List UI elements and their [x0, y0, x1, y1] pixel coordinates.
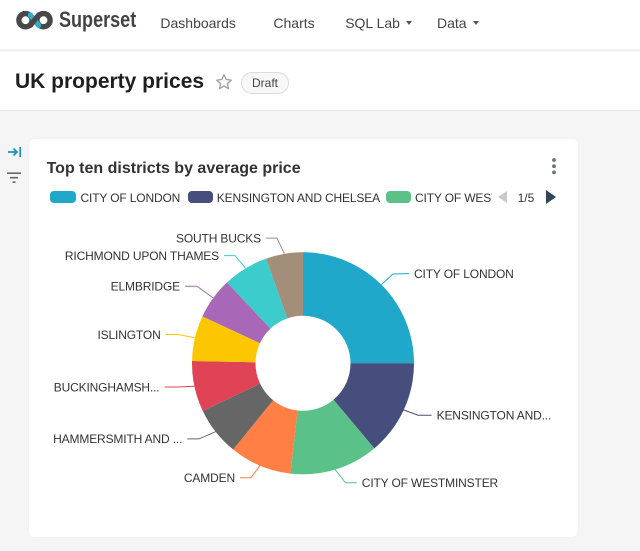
- svg-text:KENSINGTON AND...: KENSINGTON AND...: [437, 409, 552, 423]
- svg-text:CITY OF WESTMINSTER: CITY OF WESTMINSTER: [362, 476, 499, 490]
- svg-text:CITY OF LONDON: CITY OF LONDON: [414, 267, 514, 281]
- svg-text:RICHMOND UPON THAMES: RICHMOND UPON THAMES: [65, 249, 219, 263]
- svg-text:ELMBRIDGE: ELMBRIDGE: [111, 280, 180, 294]
- svg-text:HAMMERSMITH AND ...: HAMMERSMITH AND ...: [53, 432, 182, 446]
- svg-text:ISLINGTON: ISLINGTON: [97, 328, 160, 342]
- svg-text:CAMDEN: CAMDEN: [184, 471, 235, 485]
- svg-text:SOUTH BUCKS: SOUTH BUCKS: [176, 231, 261, 245]
- svg-text:BUCKINGHAMSH...: BUCKINGHAMSH...: [54, 380, 160, 394]
